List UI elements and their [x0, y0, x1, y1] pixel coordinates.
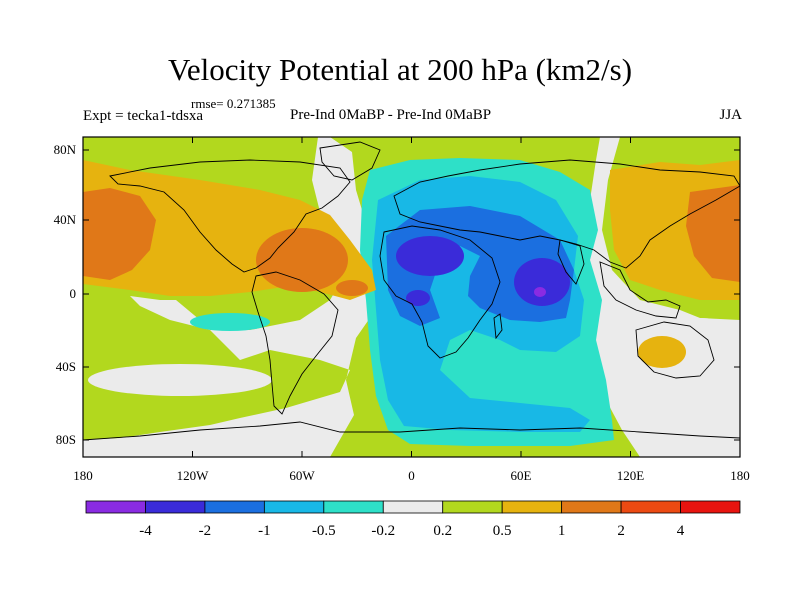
- cell-plus-1-pacific: [83, 188, 156, 280]
- coast-south-america: [251, 271, 339, 415]
- cell-minus-0-2-pacific: [190, 313, 270, 331]
- colorbar-label: 0.2: [433, 523, 452, 539]
- colorbar-swatch: [442, 500, 503, 514]
- cell-plus-0-5-australia: [638, 336, 686, 368]
- lon-label: 120E: [617, 468, 645, 483]
- lat-label: 40N: [54, 212, 77, 227]
- colorbar-swatch: [145, 500, 206, 514]
- colorbar-swatch: [680, 500, 741, 514]
- cell-plus-1-caribbean: [256, 228, 348, 292]
- colorbar-label: -2: [199, 523, 212, 539]
- neutral-region: [83, 137, 740, 457]
- colorbar-label: -0.2: [371, 523, 395, 539]
- lon-label: 60E: [511, 468, 532, 483]
- coast-greenland: [319, 141, 381, 181]
- lon-label: 0: [408, 468, 415, 483]
- colorbar-swatch: [620, 500, 681, 514]
- coast-madagascar: [493, 313, 503, 340]
- colorbar-swatch: [501, 500, 563, 514]
- colorbar-swatch: [85, 500, 146, 514]
- coast-north-america: [109, 159, 351, 273]
- difference-label: Pre-Ind 0MaBP - Pre-Ind 0MaBP: [290, 107, 492, 123]
- colorbar-swatch: [263, 500, 325, 514]
- plot-title: Velocity Potential at 200 hPa (km2/s): [167, 52, 633, 87]
- colorbar-label: 0.5: [493, 523, 512, 539]
- colorbar-label: 2: [617, 523, 625, 539]
- lat-label: 0: [70, 286, 77, 301]
- cell-minus-2-gulf: [406, 290, 430, 306]
- colorbar: -4 -2 -1 -0.5 -0.2 0.2 0.5 1 2 4: [85, 500, 741, 539]
- lon-label: 60W: [289, 468, 315, 483]
- cell-minus-4-core: [534, 287, 546, 297]
- colorbar-swatch: [561, 500, 622, 514]
- colorbar-label: -1: [258, 523, 271, 539]
- coast-africa: [379, 225, 501, 359]
- cell-minus-2-indian: [514, 258, 570, 306]
- cell-plus-1-atlantic: [336, 280, 368, 296]
- experiment-label: Expt = tecka1-tdsxa: [83, 108, 204, 124]
- coastlines: [83, 141, 740, 441]
- colorbar-label: -0.5: [312, 523, 336, 539]
- lon-label: 180: [730, 468, 750, 483]
- coast-antarctica: [83, 421, 740, 441]
- lat-label: 80N: [54, 142, 77, 157]
- colorbar-swatch: [323, 500, 384, 514]
- neutral-blob-south: [88, 364, 272, 396]
- colorbar-label: 4: [677, 523, 685, 539]
- season-label: JJA: [719, 107, 742, 123]
- coast-southeast-asia: [599, 261, 681, 319]
- cell-minus-2-africa: [396, 236, 464, 276]
- coast-europe-asia: [393, 159, 740, 269]
- colorbar-swatch: [204, 500, 265, 514]
- rmse-label: rmse= 0.271385: [191, 96, 276, 111]
- lat-label: 40S: [56, 359, 76, 374]
- latitude-axis: 80N 40N 0 40S 80S: [54, 142, 740, 447]
- lon-label: 180: [73, 468, 93, 483]
- longitude-axis: 180 120W 60W 0 60E 120E 180: [73, 137, 750, 483]
- coast-india: [557, 239, 585, 285]
- lon-label: 120W: [177, 468, 210, 483]
- contour-field: [83, 137, 740, 457]
- lat-label: 80S: [56, 432, 76, 447]
- colorbar-label: -4: [139, 523, 152, 539]
- colorbar-swatch: [382, 500, 444, 514]
- coast-australia: [635, 321, 715, 379]
- colorbar-label: 1: [558, 523, 566, 539]
